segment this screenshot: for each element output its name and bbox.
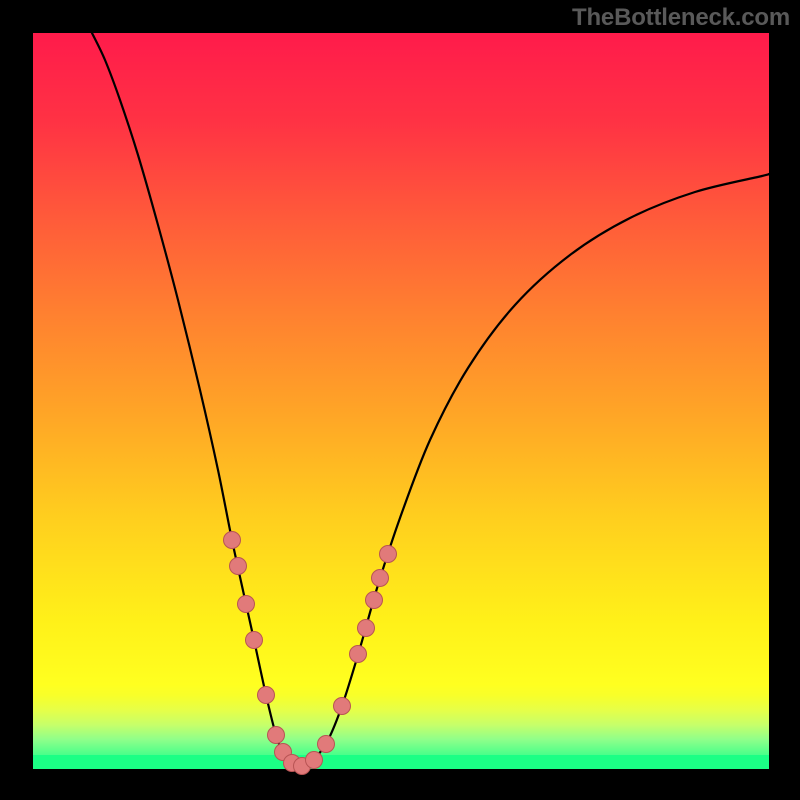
data-marker xyxy=(245,631,263,649)
data-marker xyxy=(357,619,375,637)
data-marker xyxy=(237,595,255,613)
data-marker xyxy=(379,545,397,563)
data-marker xyxy=(257,686,275,704)
watermark-text: TheBottleneck.com xyxy=(572,4,790,32)
data-marker xyxy=(349,645,367,663)
v-curve-path xyxy=(92,33,770,765)
data-marker xyxy=(305,751,323,769)
data-marker xyxy=(371,569,389,587)
chart-stage: TheBottleneck.com xyxy=(0,0,800,800)
data-marker xyxy=(229,557,247,575)
data-marker xyxy=(223,531,241,549)
data-marker xyxy=(317,735,335,753)
data-marker xyxy=(365,591,383,609)
data-marker xyxy=(333,697,351,715)
data-marker xyxy=(267,726,285,744)
curve-layer xyxy=(0,0,800,800)
